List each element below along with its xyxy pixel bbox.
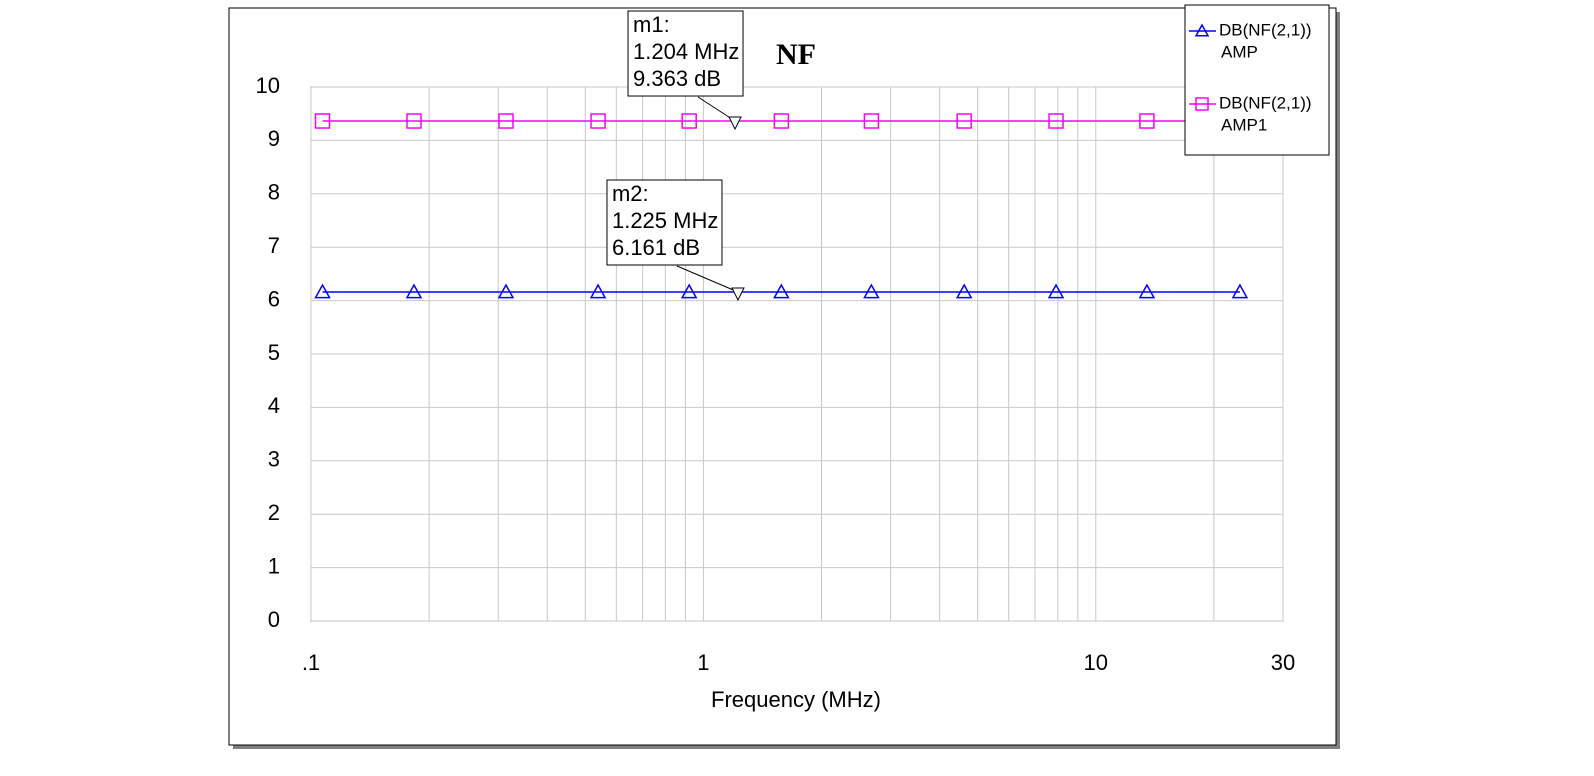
x-tick-label: 10 (1084, 650, 1108, 675)
data-point (863, 113, 880, 129)
data-point (955, 283, 973, 299)
data-point (406, 113, 422, 129)
y-tick-label: 2 (268, 500, 280, 525)
data-point (680, 283, 698, 299)
y-tick-label: 0 (268, 607, 280, 632)
y-tick-label: 6 (268, 286, 280, 311)
data-point (589, 283, 607, 299)
marker-leader (676, 265, 739, 293)
data-point (863, 283, 880, 299)
data-point (773, 283, 790, 299)
data-point (1231, 283, 1249, 299)
marker-name: m2: (612, 181, 649, 206)
x-tick-label: 30 (1271, 650, 1295, 675)
x-tick-label: 1 (697, 650, 709, 675)
marker-y: 6.161 dB (612, 235, 700, 260)
marker-y: 9.363 dB (633, 66, 721, 91)
y-tick-label: 10 (256, 73, 280, 98)
y-tick-label: 4 (268, 393, 280, 418)
legend-document: AMP1 (1221, 115, 1267, 134)
marker-box (627, 10, 744, 97)
legend-document: AMP (1221, 42, 1258, 61)
legend-label: DB(NF(2,1)) (1219, 93, 1312, 112)
marker-box (606, 179, 723, 266)
y-tick-label: 3 (268, 447, 280, 472)
data-point (405, 283, 423, 299)
legend-symbol (1194, 23, 1210, 37)
y-tick-label: 5 (268, 340, 280, 365)
y-tick-label: 1 (268, 553, 280, 578)
x-axis-label: Frequency (MHz) (711, 687, 881, 712)
data-point (498, 113, 514, 129)
data-point (1138, 283, 1156, 299)
marker-x: 1.204 MHz (633, 39, 739, 64)
data-point (681, 113, 697, 129)
data-point (1139, 113, 1155, 129)
data-point (773, 113, 790, 129)
data-point (590, 113, 606, 129)
chart-title: NF (776, 38, 816, 71)
data-point (497, 283, 515, 299)
marker (728, 116, 742, 131)
data-point (1048, 113, 1064, 129)
data-point (314, 283, 331, 299)
data-point (956, 113, 972, 129)
marker (731, 287, 745, 302)
y-tick-label: 9 (268, 126, 280, 151)
data-point (314, 113, 331, 129)
marker-name: m1: (633, 12, 670, 37)
legend-symbol (1195, 97, 1209, 111)
x-tick-label: .1 (302, 650, 320, 675)
data-point (1047, 283, 1065, 299)
legend-label: DB(NF(2,1)) (1219, 20, 1312, 39)
legend-box (1184, 4, 1330, 156)
y-tick-label: 8 (268, 180, 280, 205)
marker-x: 1.225 MHz (612, 208, 718, 233)
y-tick-label: 7 (268, 233, 280, 258)
